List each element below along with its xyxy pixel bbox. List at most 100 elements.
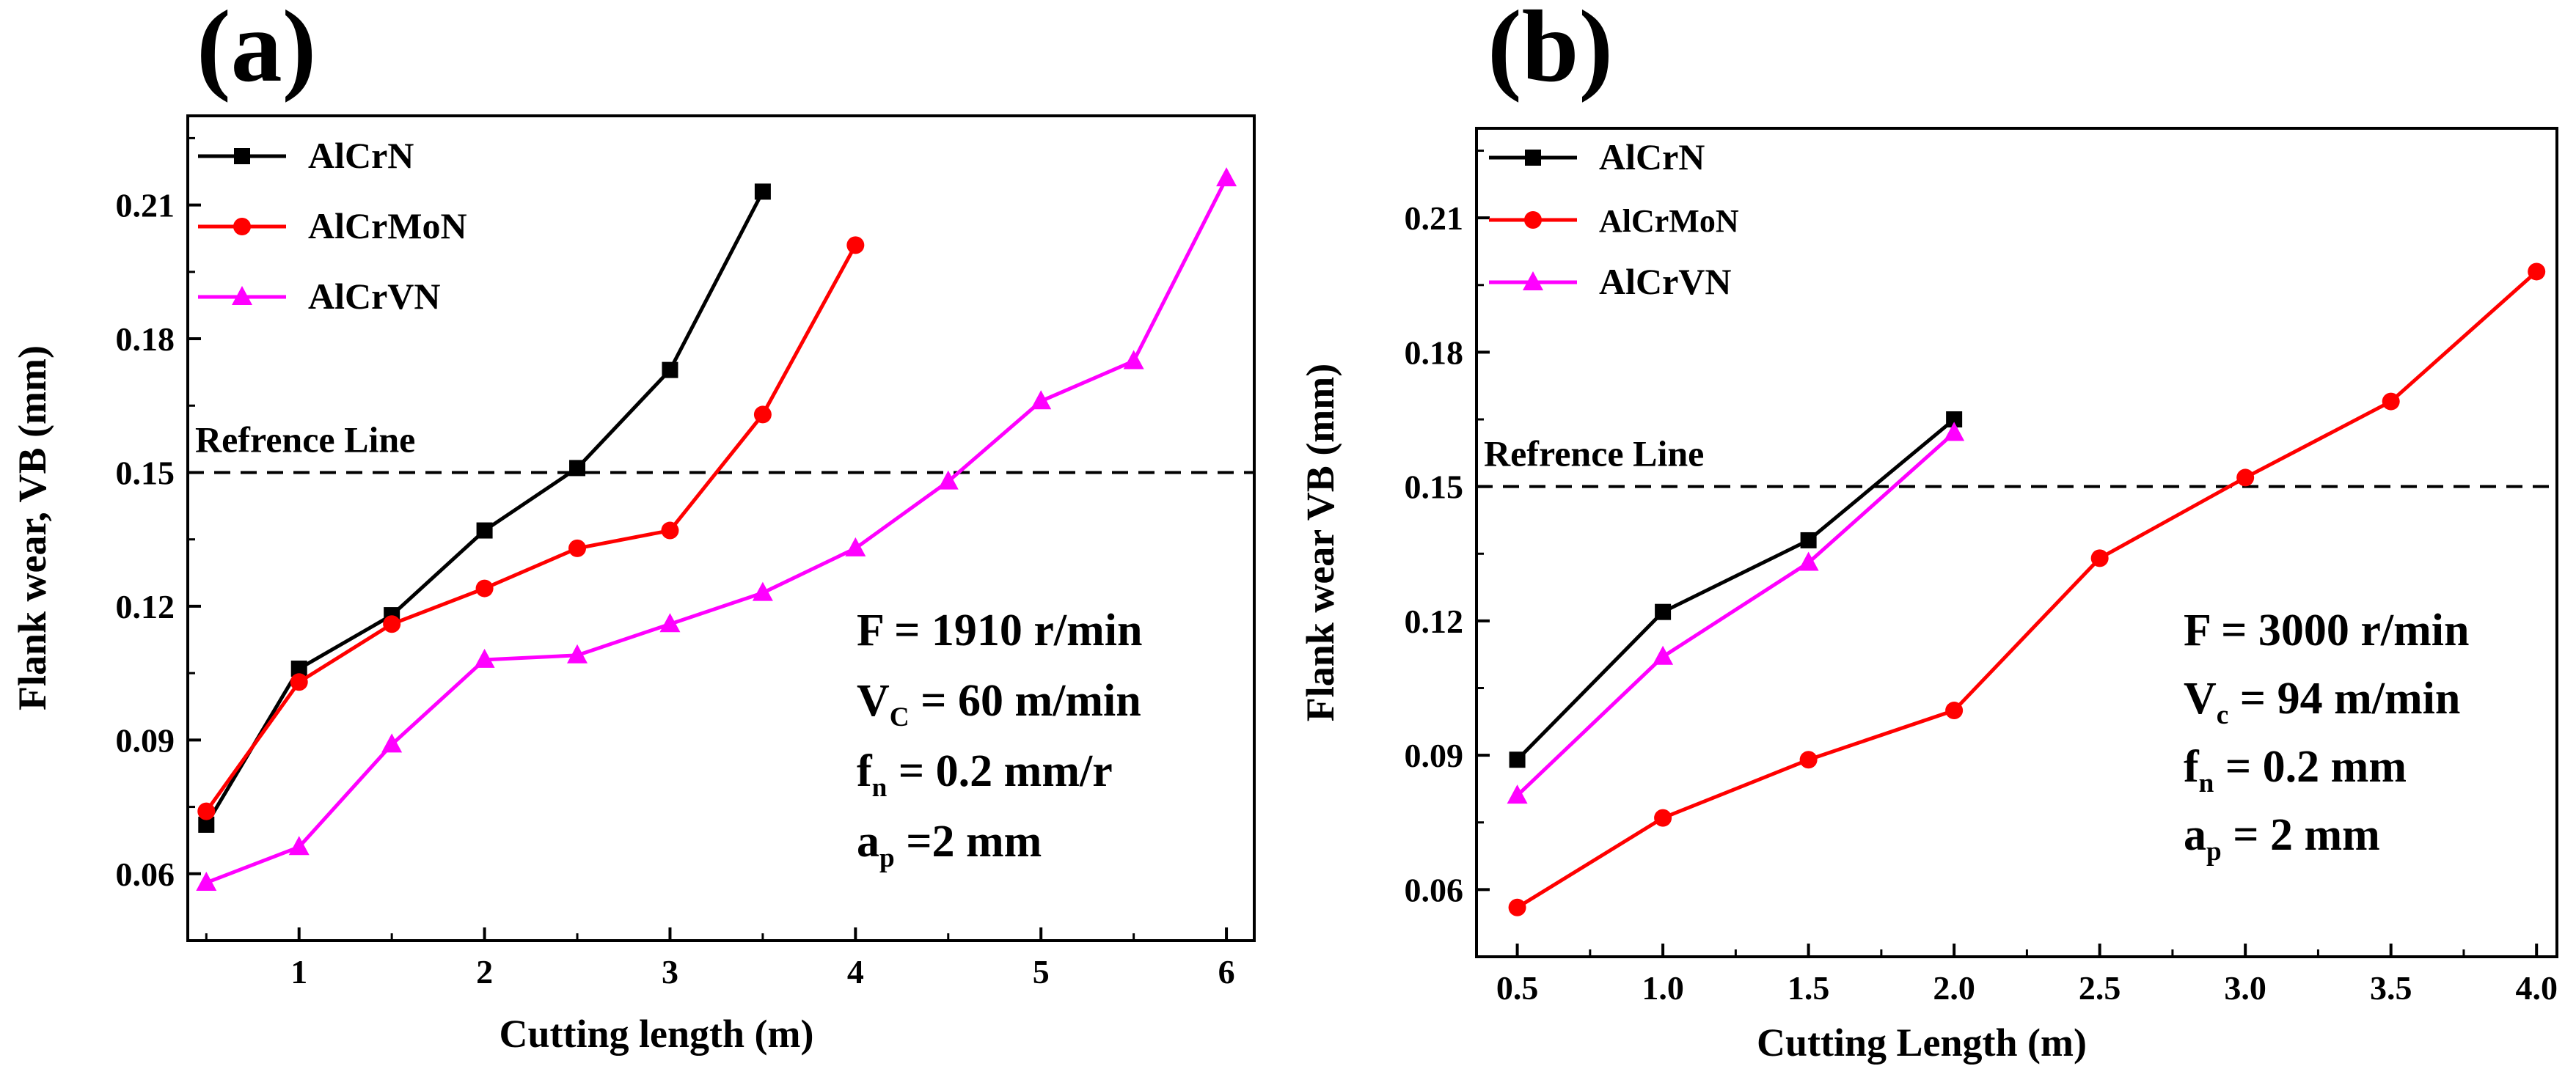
- data-point-AlCrVN: [1507, 784, 1528, 804]
- y-tick-label: 0.18: [116, 320, 175, 358]
- data-point-AlCrVN: [1653, 645, 1674, 665]
- data-point-AlCrN: [1800, 532, 1817, 548]
- data-point-AlCrVN: [1031, 390, 1052, 410]
- data-point-AlCrMoN: [383, 615, 401, 633]
- x-tick-label: 2.0: [1933, 969, 1975, 1007]
- panel-a-annotations: F = 1910 r/min VC = 60 m/min fn = 0.2 mm/r…: [857, 606, 1143, 873]
- annotation-F: F = 1910 r/min: [857, 606, 1143, 655]
- data-point-AlCrVN: [567, 644, 588, 664]
- x-tick-label: 2: [476, 953, 493, 990]
- data-point-AlCrN: [476, 522, 493, 539]
- data-point-AlCrVN: [845, 537, 866, 556]
- data-point-AlCrMoN: [475, 579, 494, 598]
- legend-marker-AlCrVN: [232, 286, 252, 305]
- data-point-AlCrN: [569, 460, 586, 477]
- legend-marker-AlCrMoN: [1524, 211, 1542, 229]
- data-point-AlCrMoN: [2528, 262, 2546, 281]
- x-tick-label: 3.5: [2370, 969, 2412, 1007]
- annotation-fn: fn = 0.2 mm: [2184, 742, 2407, 798]
- data-point-AlCrMoN: [2090, 549, 2109, 567]
- panel-b-y-axis-label: Flank wear VB (mm): [1298, 364, 1342, 721]
- data-point-AlCrVN: [1216, 167, 1237, 187]
- y-tick-label: 0.06: [116, 856, 175, 893]
- series-line-AlCrMoN: [1516, 270, 2538, 909]
- x-tick-label: 2.5: [2079, 969, 2121, 1007]
- legend-label-AlCrN: AlCrN: [1599, 136, 1705, 177]
- data-point-AlCrMoN: [661, 521, 679, 540]
- x-tick-label: 4: [847, 953, 864, 990]
- x-tick-label: 3: [662, 953, 678, 990]
- y-tick-label: 0.06: [1405, 871, 1464, 908]
- data-point-AlCrN: [1509, 751, 1526, 768]
- panel-b-annotations: F = 3000 r/min Vc = 94 m/min fn = 0.2 mm ap…: [2184, 606, 2470, 867]
- y-tick-label: 0.21: [116, 187, 175, 224]
- data-point-AlCrVN: [474, 648, 495, 668]
- panel-a-label: (a): [197, 0, 316, 103]
- x-tick-label: 3.0: [2224, 969, 2266, 1007]
- annotation-ap: ap = 2 mm: [2184, 810, 2380, 867]
- panel-b-label: (b): [1488, 0, 1613, 103]
- y-tick-label: 0.09: [1405, 737, 1464, 774]
- panel-a-series: [196, 167, 1237, 891]
- annotation-fn: fn = 0.2 mm/r: [857, 746, 1113, 803]
- x-tick-label: 1.5: [1788, 969, 1830, 1007]
- x-tick-label: 0.5: [1496, 969, 1539, 1007]
- data-point-AlCrMoN: [2382, 392, 2400, 411]
- series-line-AlCrN: [1515, 418, 1955, 761]
- panel-a-y-axis-label: Flank wear, VB (mm): [10, 345, 54, 710]
- panel-a-plot-frame: [186, 114, 1256, 942]
- panel-b-plot-frame: [1475, 127, 2558, 958]
- data-point-AlCrVN: [937, 470, 959, 490]
- data-point-AlCrMoN: [2236, 468, 2255, 487]
- panel-b-x-axis-label: Cutting Length (m): [1757, 1021, 2087, 1065]
- y-tick-label: 0.18: [1405, 334, 1464, 371]
- legend-label-AlCrMoN: AlCrMoN: [1599, 203, 1739, 239]
- data-point-AlCrMoN: [753, 405, 772, 424]
- legend-marker-AlCrN: [234, 148, 250, 164]
- x-tick-label: 1.0: [1642, 969, 1684, 1007]
- series-line-AlCrVN: [205, 177, 1229, 885]
- data-point-AlCrVN: [1123, 350, 1144, 370]
- legend-label-AlCrN: AlCrN: [308, 135, 414, 176]
- panel-a-ticks: 1 2 3 4 5 6 0.06 0.09 0.12 0.15 0.18 0.21: [116, 136, 1235, 990]
- data-point-AlCrN: [754, 183, 771, 200]
- legend-label-AlCrMoN: AlCrMoN: [308, 205, 467, 246]
- data-point-AlCrMoN: [568, 539, 587, 557]
- data-point-AlCrMoN: [846, 236, 865, 254]
- panel-a-x-axis-label: Cutting length (m): [500, 1012, 814, 1056]
- x-tick-label: 6: [1218, 953, 1235, 990]
- data-point-AlCrVN: [1944, 422, 1965, 441]
- data-point-AlCrN: [290, 661, 307, 677]
- panel-a: (a) 1 2 3 4 5 6 0.06 0.09 0.12 0.15 0.18 0.21 Refre…: [10, 0, 1256, 1056]
- panel-a-legend: AlCrN AlCrMoN AlCrVN: [198, 135, 467, 317]
- panel-b: (b) 0.5 1.0 1.5 2.0 2.5 3.0 3.5 4.0 0.06 0.09 0.12…: [1298, 0, 2558, 1065]
- series-line-AlCrVN: [1515, 431, 1955, 797]
- data-point-AlCrVN: [196, 871, 217, 891]
- y-tick-label: 0.12: [1405, 603, 1464, 640]
- data-point-AlCrN: [1655, 603, 1672, 620]
- data-point-AlCrN: [662, 361, 678, 378]
- y-tick-label: 0.09: [116, 721, 175, 759]
- data-point-AlCrN: [1946, 411, 1963, 428]
- y-tick-label: 0.15: [1405, 468, 1464, 506]
- legend-marker-AlCrVN: [1523, 271, 1543, 290]
- data-point-AlCrMoN: [197, 802, 216, 820]
- annotation-F: F = 3000 r/min: [2184, 606, 2470, 655]
- panel-b-ticks: 0.5 1.0 1.5 2.0 2.5 3.0 3.5 4.0 0.06 0.09 0.12 0.15…: [1405, 150, 2558, 1007]
- data-point-AlCrMoN: [1654, 809, 1672, 827]
- legend-label-AlCrVN: AlCrVN: [1599, 261, 1732, 302]
- data-point-AlCrMoN: [290, 673, 308, 691]
- x-tick-label: 1: [290, 953, 307, 990]
- y-tick-label: 0.21: [1405, 199, 1464, 237]
- data-point-AlCrVN: [288, 836, 310, 856]
- x-tick-label: 5: [1033, 953, 1050, 990]
- data-point-AlCrVN: [752, 581, 773, 601]
- x-tick-label: 4.0: [2515, 969, 2558, 1007]
- legend-marker-AlCrN: [1525, 150, 1541, 166]
- y-tick-label: 0.12: [116, 588, 175, 625]
- data-point-AlCrMoN: [1945, 702, 1964, 720]
- panel-a-reference-label: Refrence Line: [195, 419, 415, 460]
- data-point-AlCrVN: [381, 733, 403, 753]
- legend-label-AlCrVN: AlCrVN: [308, 276, 441, 317]
